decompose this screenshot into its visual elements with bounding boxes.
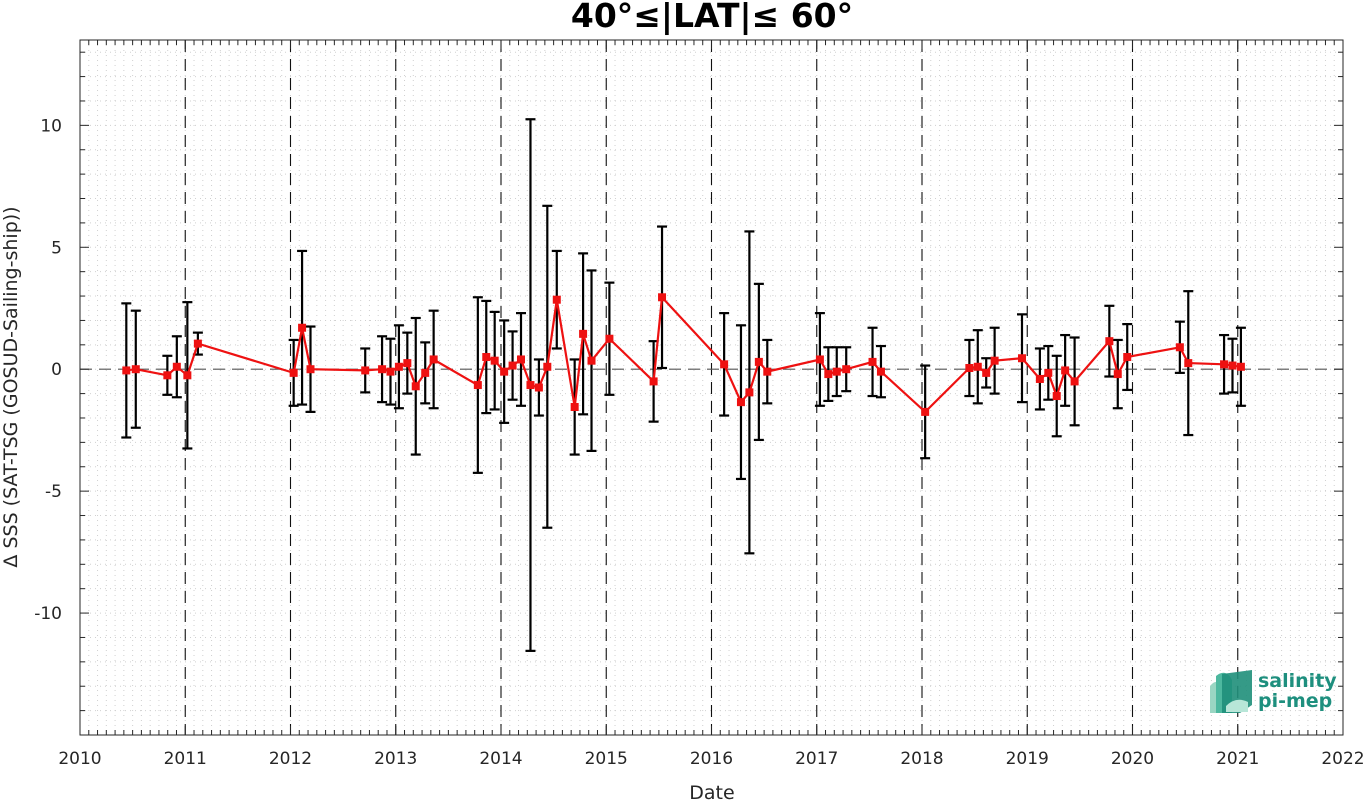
chart-title: 40°≤|LAT|≤ 60° xyxy=(571,0,853,35)
axis-ticks xyxy=(79,40,1344,736)
data-point xyxy=(306,365,315,374)
x-axis-label: Date xyxy=(689,782,734,801)
data-point xyxy=(754,357,763,366)
data-point xyxy=(579,329,588,338)
data-point xyxy=(1105,337,1114,346)
data-point xyxy=(386,367,395,376)
data-point xyxy=(473,381,482,390)
data-point xyxy=(736,398,745,407)
data-point xyxy=(1184,359,1193,368)
data-point xyxy=(508,361,517,370)
logo-text-line1: salinity xyxy=(1258,670,1337,692)
data-point xyxy=(131,365,140,374)
data-point xyxy=(482,353,491,362)
data-point xyxy=(163,371,172,380)
data-point xyxy=(720,360,729,369)
wave-logo-icon xyxy=(1210,670,1252,713)
data-point xyxy=(552,295,561,304)
x-tick-label: 2022 xyxy=(1321,749,1364,769)
y-axis-label: Δ SSS (SAT-TSG (GOSUD-Sailing-ship)) xyxy=(0,206,22,567)
data-point xyxy=(298,323,307,332)
data-point xyxy=(649,377,658,386)
data-point xyxy=(1070,377,1079,386)
data-point xyxy=(183,371,192,380)
data-point xyxy=(570,403,579,412)
data-point xyxy=(289,368,298,377)
data-point xyxy=(394,362,403,371)
data-point xyxy=(543,362,552,371)
data-point xyxy=(745,388,754,397)
data-point xyxy=(490,356,499,365)
x-tick-label: 2018 xyxy=(900,749,943,769)
data-point xyxy=(973,362,982,371)
data-point xyxy=(122,366,131,375)
salinity-pi-mep-logo: salinity pi-mep xyxy=(1210,670,1337,713)
data-point xyxy=(763,367,772,376)
data-point xyxy=(429,355,438,364)
logo-text-line2: pi-mep xyxy=(1258,690,1332,712)
data-point xyxy=(193,339,202,348)
y-tick-labels: -10 -5 0 5 10 xyxy=(34,116,62,624)
x-tick-label: 2010 xyxy=(58,749,101,769)
grid xyxy=(79,40,1344,736)
x-tick-label: 2011 xyxy=(164,749,207,769)
data-point xyxy=(1052,392,1061,401)
x-tick-label: 2020 xyxy=(1111,749,1154,769)
data-point xyxy=(1035,374,1044,383)
y-tick-label: 10 xyxy=(40,116,62,136)
y-tick-label: -10 xyxy=(34,604,62,624)
x-tick-label: 2016 xyxy=(690,749,733,769)
data-point xyxy=(815,355,824,364)
data-point xyxy=(378,365,387,374)
data-point xyxy=(1044,368,1053,377)
x-tick-label: 2017 xyxy=(795,749,838,769)
data-point xyxy=(605,334,614,343)
data-point xyxy=(876,367,885,376)
y-tick-label: 0 xyxy=(51,360,62,380)
data-point xyxy=(1113,370,1122,379)
data-point xyxy=(1228,361,1237,370)
data-point xyxy=(832,367,841,376)
y-tick-label: -5 xyxy=(45,482,62,502)
data-point xyxy=(1220,360,1229,369)
x-tick-label: 2014 xyxy=(479,749,522,769)
x-tick-labels: 2010 2011 2012 2013 2014 2015 2016 2017 2018 2019… xyxy=(58,749,1364,769)
data-point xyxy=(361,366,370,375)
data-point xyxy=(1236,362,1245,371)
x-tick-label: 2021 xyxy=(1216,749,1259,769)
data-point xyxy=(921,407,930,416)
data-point xyxy=(421,368,430,377)
data-point xyxy=(990,356,999,365)
data-point xyxy=(403,359,412,368)
data-point xyxy=(868,357,877,366)
x-tick-label: 2015 xyxy=(585,749,628,769)
data-point xyxy=(534,383,543,392)
data-point xyxy=(526,381,535,390)
data-point xyxy=(842,365,851,374)
y-tick-label: 5 xyxy=(51,238,62,258)
data-point xyxy=(411,382,420,391)
data-point xyxy=(658,293,667,302)
x-tick-label: 2013 xyxy=(374,749,417,769)
data-point xyxy=(516,355,525,364)
year-separators xyxy=(184,40,1239,735)
x-tick-label: 2019 xyxy=(1006,749,1049,769)
data-point xyxy=(1175,343,1184,352)
data-markers xyxy=(122,293,1245,416)
data-point xyxy=(824,370,833,379)
data-point xyxy=(965,363,974,372)
data-point xyxy=(500,367,509,376)
data-point xyxy=(1061,366,1070,375)
data-point xyxy=(587,356,596,365)
data-point xyxy=(1123,353,1132,362)
data-point xyxy=(982,368,991,377)
data-point xyxy=(1017,354,1026,363)
x-tick-label: 2012 xyxy=(269,749,312,769)
data-point xyxy=(172,362,181,371)
